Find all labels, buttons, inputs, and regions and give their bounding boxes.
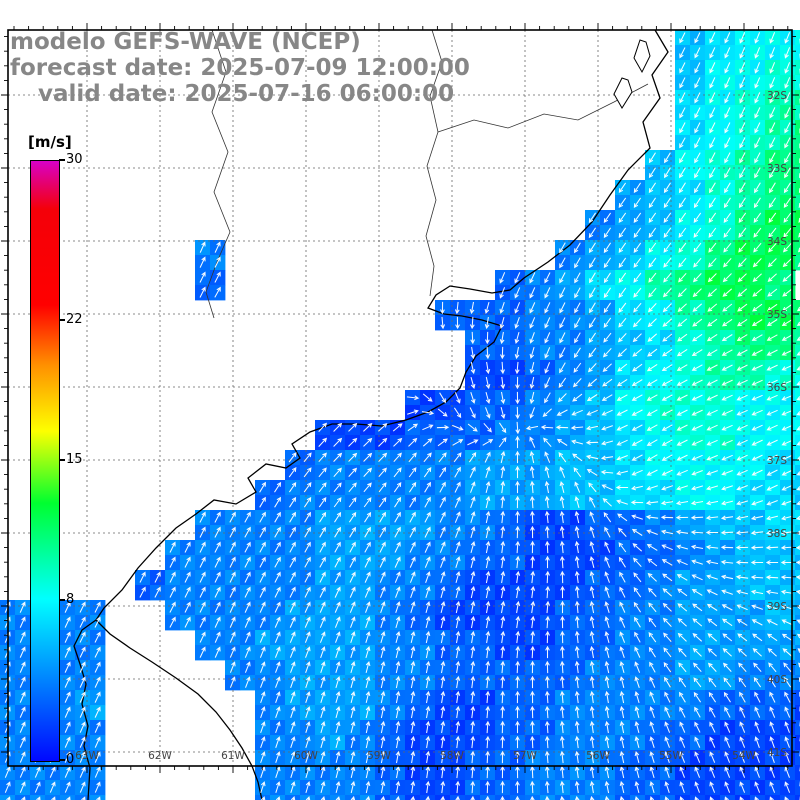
- lon-label: 57W: [513, 750, 537, 762]
- lon-label: 59W: [367, 750, 391, 762]
- lat-label: 35S: [767, 309, 787, 321]
- lon-label: 58W: [440, 750, 464, 762]
- colorbar-tick-label: 0: [66, 752, 75, 767]
- lat-label: 38S: [767, 528, 787, 540]
- colorbar-tick-mark: [59, 759, 65, 761]
- title-model: modelo GEFS-WAVE (NCEP): [10, 29, 361, 55]
- colorbar-tick-mark: [59, 159, 65, 161]
- lat-label: 32S: [767, 90, 787, 102]
- lat-label: 36S: [767, 382, 787, 394]
- inland-border: [205, 29, 231, 319]
- lat-label: 33S: [767, 163, 787, 175]
- colorbar-tick-mark: [59, 459, 65, 461]
- coastal-lagoon: [633, 39, 651, 74]
- colorbar-tick-mark: [59, 319, 65, 321]
- grid-lines: [8, 30, 792, 766]
- coastal-lagoon: [613, 77, 633, 109]
- lat-label: 37S: [767, 455, 787, 467]
- colorbar-tick-label: 30: [66, 152, 83, 167]
- inland-border: [425, 29, 443, 297]
- inland-border: [437, 83, 649, 133]
- lon-label: 54W: [732, 750, 756, 762]
- coastline: [73, 29, 669, 800]
- colorbar-tick-mark: [59, 599, 65, 601]
- lon-label: 60W: [294, 750, 318, 762]
- lon-label: 55W: [659, 750, 683, 762]
- colorbar-tick-label: 15: [66, 452, 83, 467]
- lat-label: 34S: [767, 236, 787, 248]
- colorbar: [30, 160, 60, 762]
- lon-label: 62W: [148, 750, 172, 762]
- colorbar-tick-label: 8: [66, 592, 75, 607]
- title-valid-date: valid date: 2025-07-16 06:00:00: [38, 81, 455, 107]
- title-forecast-date: forecast date: 2025-07-09 12:00:00: [10, 55, 470, 81]
- lon-label: 56W: [586, 750, 610, 762]
- colorbar-unit-label: [m/s]: [28, 133, 72, 151]
- colorbar-tick-label: 22: [66, 312, 83, 327]
- axis-labels: 63W 62W 61W 60W 59W 58W 57W 56W 55W 54W 32S 33S 34S 3…: [75, 90, 787, 762]
- lat-label: 39S: [767, 601, 787, 613]
- lon-label: 61W: [221, 750, 245, 762]
- lat-label: 41S: [767, 747, 787, 759]
- map-frame: [1, 23, 799, 773]
- lat-label: 40S: [767, 674, 787, 686]
- lon-label: 63W: [75, 750, 99, 762]
- wind-arrows: [4, 32, 800, 800]
